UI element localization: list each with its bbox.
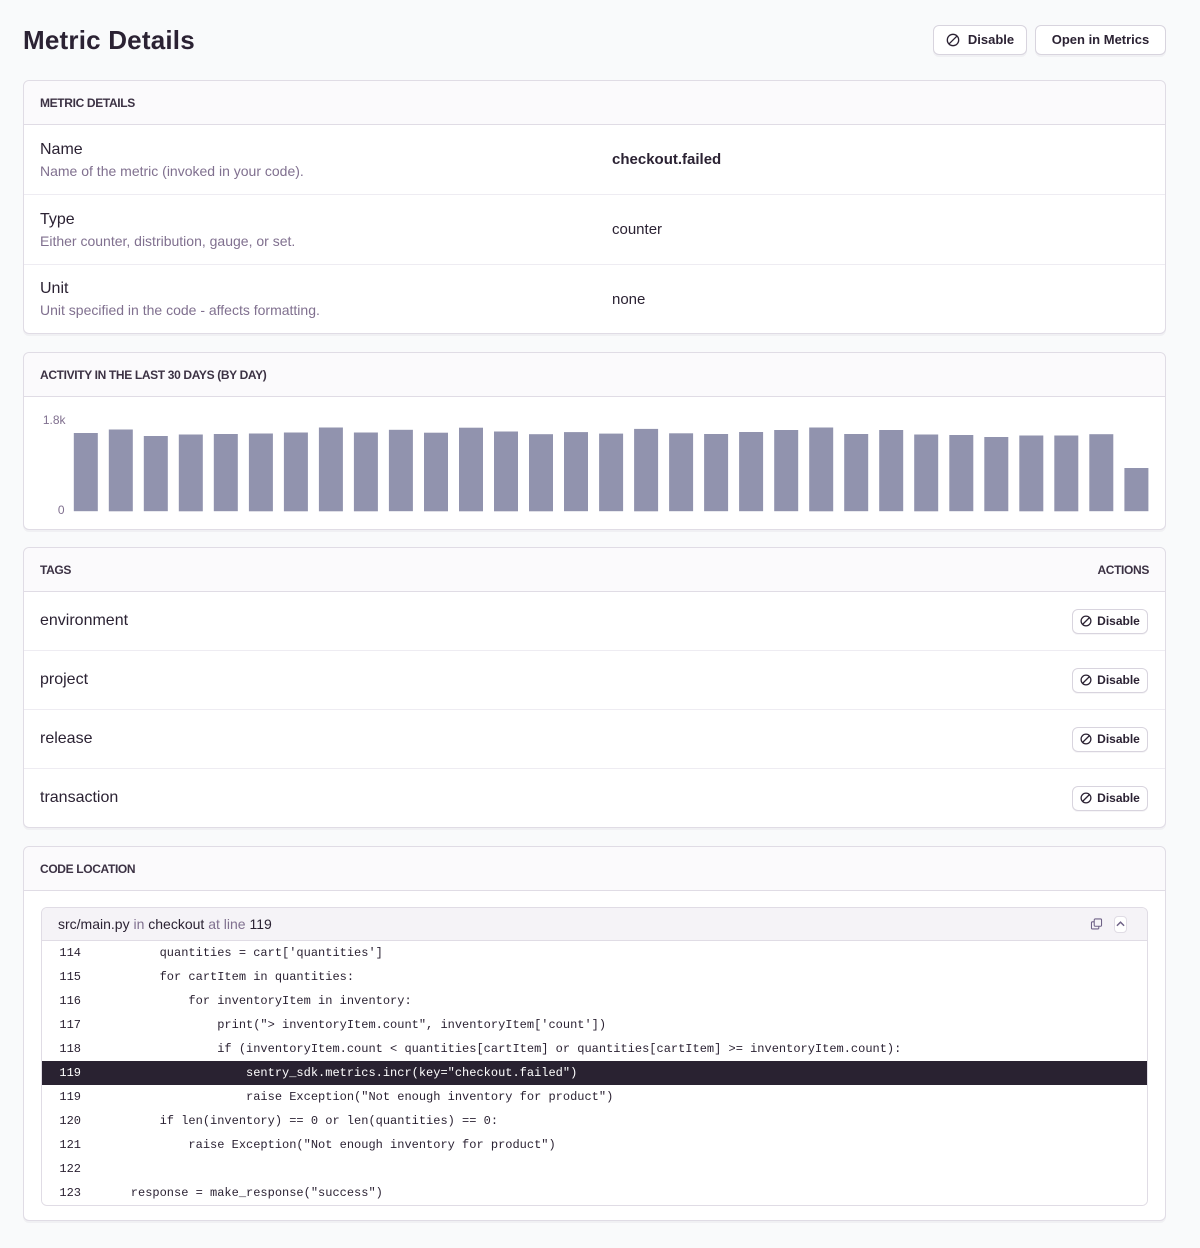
svg-text:0: 0 (58, 503, 65, 517)
svg-text:1.8k: 1.8k (43, 413, 67, 427)
